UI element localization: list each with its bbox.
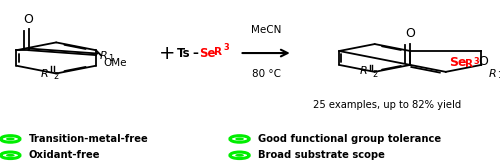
Text: +: + [159, 44, 176, 63]
Text: OMe: OMe [103, 58, 126, 68]
Text: 2: 2 [372, 70, 378, 79]
Text: Oxidant-free: Oxidant-free [28, 150, 100, 160]
Text: Ts: Ts [177, 47, 190, 60]
Text: Transition-metal-free: Transition-metal-free [28, 134, 148, 144]
Text: O: O [478, 55, 488, 68]
Circle shape [235, 154, 244, 157]
Text: Se: Se [199, 47, 216, 60]
Circle shape [6, 154, 14, 157]
Text: R: R [488, 69, 496, 79]
Circle shape [6, 137, 14, 140]
Text: 80 °C: 80 °C [252, 69, 280, 79]
Text: Broad substrate scope: Broad substrate scope [258, 150, 385, 160]
Text: O: O [24, 13, 34, 26]
Text: Se: Se [450, 56, 467, 69]
Text: O: O [406, 27, 415, 40]
Text: 1: 1 [108, 54, 114, 63]
Text: 2: 2 [54, 72, 59, 81]
Text: R: R [100, 51, 108, 61]
Text: 3: 3 [474, 57, 480, 66]
Text: 3: 3 [224, 43, 230, 52]
Text: R: R [41, 68, 49, 79]
Text: R: R [465, 59, 473, 69]
Text: Good functional group tolerance: Good functional group tolerance [258, 134, 441, 144]
Text: R: R [214, 47, 222, 57]
Text: 25 examples, up to 82% yield: 25 examples, up to 82% yield [312, 100, 461, 110]
Text: –: – [193, 47, 198, 60]
Circle shape [235, 137, 244, 140]
Text: 1: 1 [496, 71, 500, 81]
Text: R: R [360, 66, 368, 76]
Text: MeCN: MeCN [251, 25, 282, 35]
